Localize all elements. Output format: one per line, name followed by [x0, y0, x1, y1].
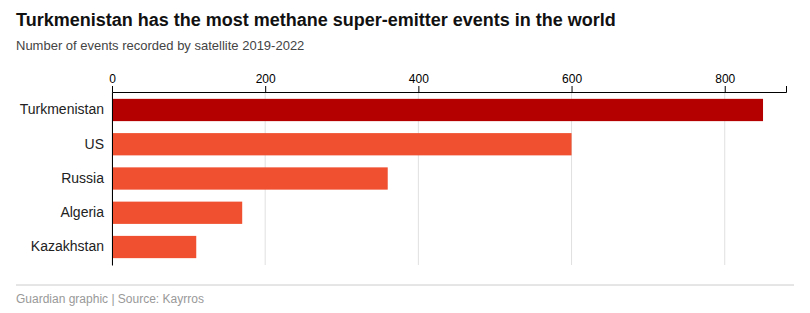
y-tick-label: Turkmenistan — [20, 101, 104, 117]
bars — [112, 99, 763, 258]
bar — [112, 202, 242, 224]
x-tick-label: 0 — [109, 72, 116, 86]
x-tick-mark — [725, 86, 726, 92]
x-tick: 600 — [562, 72, 582, 92]
x-tick-mark — [112, 86, 113, 92]
footer: Guardian graphic | Source: Kayrros — [16, 292, 204, 306]
bar — [112, 167, 388, 189]
title: Turkmenistan has the most methane super-… — [16, 10, 616, 30]
bar — [112, 236, 196, 258]
y-tick: Turkmenistan — [20, 101, 112, 117]
chart: Turkmenistan has the most methane super-… — [0, 0, 810, 313]
y-axis-line — [112, 93, 113, 266]
y-tick-label: Russia — [61, 170, 104, 186]
x-tick-label: 800 — [715, 72, 735, 86]
y-tick-label: Algeria — [60, 204, 104, 220]
y-tick: Russia — [61, 170, 112, 186]
x-tick: 200 — [256, 72, 276, 92]
y-tick-label: US — [85, 136, 104, 152]
y-tick: Kazakhstan — [31, 238, 112, 254]
x-tick: 800 — [715, 72, 735, 92]
footer-rule — [16, 285, 794, 286]
x-tick: 400 — [409, 72, 429, 92]
x-tick-mark — [418, 86, 419, 92]
x-axis: 0 200 400 600 800 — [109, 72, 786, 93]
x-tick-mark — [572, 86, 573, 92]
x-tick-label: 400 — [409, 72, 429, 86]
x-tick: 0 — [109, 72, 116, 92]
grid-line — [112, 92, 113, 265]
x-tick-label: 200 — [256, 72, 276, 86]
y-tick: Algeria — [60, 204, 112, 220]
x-tick-mark — [265, 86, 266, 92]
bar — [112, 99, 763, 121]
plot: 0 200 400 600 800 Turkmenistan US Russia Algeria… — [20, 72, 787, 266]
y-tick: US — [85, 136, 112, 152]
bar — [112, 133, 572, 155]
x-tick-label: 600 — [562, 72, 582, 86]
y-axis: Turkmenistan US Russia Algeria Kazakhstan — [20, 93, 113, 266]
x-axis-line — [113, 86, 787, 93]
subtitle: Number of events recorded by satellite 2… — [16, 38, 304, 53]
y-tick-label: Kazakhstan — [31, 238, 104, 254]
